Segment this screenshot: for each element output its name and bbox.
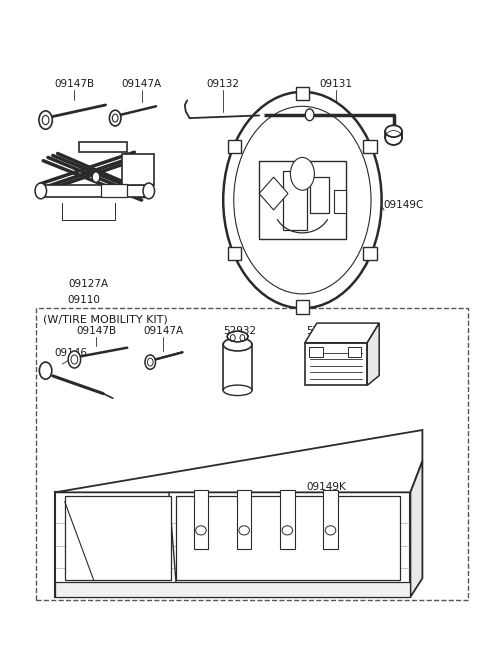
Bar <box>176 496 400 580</box>
Circle shape <box>35 183 47 199</box>
Ellipse shape <box>239 526 250 535</box>
Circle shape <box>109 110 121 126</box>
Bar <box>101 184 127 197</box>
Circle shape <box>39 362 52 379</box>
Bar <box>296 87 309 100</box>
Circle shape <box>68 351 81 368</box>
Bar <box>283 171 307 230</box>
Text: 09110: 09110 <box>68 295 100 305</box>
Circle shape <box>290 157 314 190</box>
Text: 52933A: 52933A <box>306 326 347 336</box>
Circle shape <box>39 111 52 129</box>
Text: 52932: 52932 <box>223 326 257 336</box>
Bar <box>36 308 468 600</box>
Bar <box>122 154 154 185</box>
Ellipse shape <box>385 125 402 137</box>
Text: 09147A: 09147A <box>143 326 183 336</box>
Ellipse shape <box>223 385 252 396</box>
Bar <box>334 190 346 213</box>
Polygon shape <box>259 177 288 210</box>
Circle shape <box>147 358 153 366</box>
Text: (W/TIRE MOBILITY KIT): (W/TIRE MOBILITY KIT) <box>43 315 168 325</box>
Circle shape <box>71 355 78 364</box>
Polygon shape <box>55 492 410 597</box>
Bar <box>65 496 171 580</box>
Circle shape <box>305 109 314 121</box>
Bar <box>228 140 241 154</box>
Bar <box>228 247 241 260</box>
Circle shape <box>112 114 118 122</box>
Circle shape <box>92 172 100 182</box>
Text: 09147A: 09147A <box>121 79 162 89</box>
Bar <box>324 491 338 550</box>
Ellipse shape <box>196 526 206 535</box>
Ellipse shape <box>223 338 252 351</box>
Text: 09147B: 09147B <box>76 326 116 336</box>
Bar <box>223 344 252 390</box>
Ellipse shape <box>325 526 336 535</box>
Circle shape <box>143 183 155 199</box>
Ellipse shape <box>227 331 248 342</box>
Bar <box>79 142 127 152</box>
Polygon shape <box>410 461 422 597</box>
Bar <box>194 491 208 550</box>
Text: 09149K: 09149K <box>307 482 346 492</box>
Bar <box>348 348 361 357</box>
Text: 09147B: 09147B <box>54 79 95 89</box>
Bar <box>363 247 377 260</box>
Ellipse shape <box>385 131 402 145</box>
Bar <box>280 491 295 550</box>
Circle shape <box>145 355 156 369</box>
Text: 09149C: 09149C <box>383 200 423 210</box>
Bar <box>237 491 252 550</box>
Polygon shape <box>305 323 379 342</box>
Bar <box>309 348 323 357</box>
Polygon shape <box>55 430 422 492</box>
Text: 09127A: 09127A <box>69 279 109 289</box>
Bar <box>305 343 367 386</box>
Circle shape <box>42 115 49 125</box>
Bar <box>259 161 346 239</box>
Ellipse shape <box>282 526 293 535</box>
Polygon shape <box>367 323 379 386</box>
Text: 09131: 09131 <box>320 79 352 89</box>
Bar <box>55 582 410 597</box>
Circle shape <box>223 92 382 308</box>
Bar <box>310 177 329 213</box>
Text: 09132: 09132 <box>207 79 240 89</box>
Text: 09146: 09146 <box>55 348 87 358</box>
Bar <box>296 300 309 314</box>
Bar <box>41 185 149 197</box>
Bar <box>363 140 377 154</box>
